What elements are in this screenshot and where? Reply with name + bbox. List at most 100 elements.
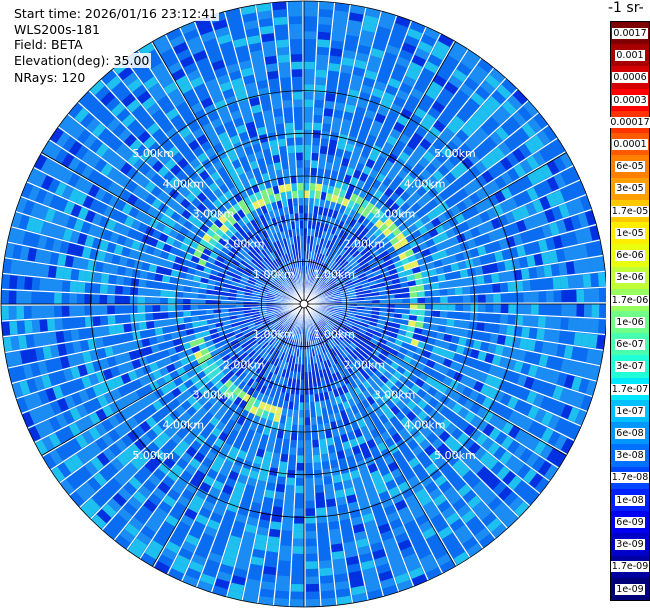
elevation-text: Elevation(deg): 35.00 <box>12 53 152 68</box>
ray-gate <box>317 522 328 531</box>
ray-gate <box>114 305 123 314</box>
ray-gate <box>222 210 232 220</box>
ray-gate <box>244 402 253 412</box>
ray-gate <box>251 330 260 338</box>
ray-gate <box>113 244 124 255</box>
ray-gate <box>225 255 234 263</box>
ray-gate <box>284 369 290 379</box>
ray-gate <box>183 379 194 389</box>
ray-gate <box>299 394 304 403</box>
ray-gate <box>246 264 255 271</box>
ray-gate <box>501 407 514 420</box>
ray-gate <box>269 287 277 292</box>
ray-gate <box>447 492 462 506</box>
ray-gate <box>254 225 262 235</box>
ray-gate <box>279 545 292 554</box>
ray-gate <box>403 145 415 157</box>
ray-gate <box>415 126 428 138</box>
ray-gap <box>303 26 427 305</box>
ray-gate <box>307 228 312 237</box>
ray-gate <box>190 304 199 310</box>
ray-gate <box>238 131 249 142</box>
ray-gate <box>182 363 193 373</box>
ray-gate <box>261 285 270 291</box>
ray-gate <box>45 359 56 373</box>
ray-gate <box>269 243 277 252</box>
ray-gate <box>219 466 231 478</box>
ray-gate <box>173 501 187 514</box>
ray-gate <box>255 72 267 82</box>
ray-gate <box>270 178 278 187</box>
ray-gate <box>184 279 193 287</box>
ray-gate <box>540 444 554 460</box>
ray-gate <box>493 161 507 175</box>
ray-gate <box>171 463 184 476</box>
ray-gate <box>341 384 349 394</box>
ray-gate <box>244 145 254 156</box>
ray-gate <box>338 369 346 378</box>
range-ring-label: 1.00km <box>253 268 295 281</box>
ray-gate <box>241 215 250 225</box>
ray-gate <box>335 371 342 380</box>
ray-gate <box>244 484 255 495</box>
ray-gate <box>273 108 283 117</box>
ray-gate <box>109 334 119 345</box>
ray-gate <box>285 270 291 278</box>
ray-gate <box>168 318 177 326</box>
ray-gate <box>313 252 318 261</box>
ray-gate <box>317 245 323 254</box>
ray-gate <box>175 232 186 243</box>
ray-gate <box>374 137 386 149</box>
ray-gate <box>256 347 264 355</box>
ray-gate <box>162 494 177 508</box>
ray-gate <box>385 198 395 208</box>
ray-gap <box>303 223 597 305</box>
ray-gate <box>177 383 188 394</box>
ray-gate <box>184 508 198 520</box>
ray-gate <box>180 514 194 527</box>
ray-gate <box>319 567 333 577</box>
ray-gate <box>270 226 277 235</box>
ray-gate <box>571 376 583 391</box>
colorbar-segment: 0.0003 <box>611 88 649 112</box>
ray-gate <box>374 219 384 229</box>
ray-gate <box>280 327 287 335</box>
ray-gate <box>523 351 534 364</box>
ray-gate <box>359 325 368 332</box>
ray-gate <box>459 143 472 156</box>
ray-gate <box>327 268 335 276</box>
ray-gate <box>70 204 82 218</box>
ray-gate <box>520 231 531 244</box>
ray-gate <box>561 421 574 437</box>
ray-gate <box>598 319 606 334</box>
ray-gate <box>203 266 212 274</box>
ray-gate <box>1 306 9 320</box>
ray-gate <box>52 239 63 253</box>
ray-gate <box>383 241 393 250</box>
ray-gate <box>406 400 417 411</box>
ray-gate <box>249 470 259 480</box>
ray-gate <box>63 368 74 382</box>
ray-gate <box>266 124 276 134</box>
ray-gate <box>452 498 467 512</box>
ray-gate <box>352 250 360 259</box>
ray-gate <box>196 356 206 365</box>
ray-gate <box>515 127 530 143</box>
ray-gate <box>551 330 561 343</box>
ray-gate <box>243 344 252 352</box>
ray-gate <box>316 269 321 277</box>
ray-gate <box>330 381 337 391</box>
ray-gate <box>364 296 373 301</box>
ray-gate <box>312 340 316 349</box>
ray-gate <box>88 426 101 441</box>
ray-gap <box>303 77 507 305</box>
ray-gate <box>567 231 578 246</box>
ray-gate <box>487 230 499 242</box>
ray-gate <box>344 42 358 52</box>
ray-gate <box>559 388 571 403</box>
ray-gate <box>432 74 447 87</box>
colorbar-tick-label: 6e-05 <box>615 161 645 173</box>
ray-gate <box>286 221 292 230</box>
ray-gate <box>330 285 338 291</box>
ray-gate <box>285 416 293 425</box>
